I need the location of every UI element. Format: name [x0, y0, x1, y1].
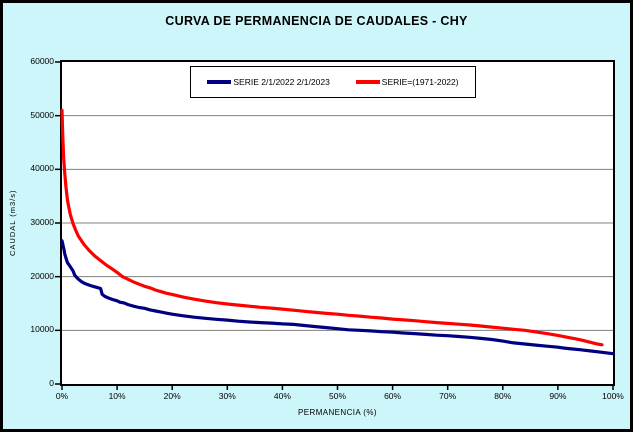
legend-item-serie-historica: SERIE=(1971-2022)	[355, 77, 459, 87]
legend: SERIE 2/1/2022 2/1/2023 SERIE=(1971-2022…	[190, 66, 476, 98]
legend-label: SERIE 2/1/2022 2/1/2023	[233, 77, 330, 87]
legend-item-serie-2022: SERIE 2/1/2022 2/1/2023	[207, 77, 330, 87]
x-axis-title: PERMANENCIA (%)	[298, 408, 377, 417]
x-tick-label: 0%	[55, 391, 69, 401]
legend-line-swatch-blue	[207, 80, 232, 84]
x-tick-label: 50%	[328, 391, 346, 401]
x-tick-label: 70%	[439, 391, 457, 401]
legend-line-swatch-red	[355, 80, 380, 84]
chart-title: CURVA DE PERMANENCIA DE CAUDALES - CHY	[165, 14, 468, 28]
y-tick-label: 50000	[30, 109, 54, 120]
x-tick-label: 90%	[549, 391, 567, 401]
legend-label: SERIE=(1971-2022)	[381, 77, 459, 87]
x-tick-label: 20%	[163, 391, 181, 401]
plot-canvas	[55, 61, 615, 390]
series-line-blue	[60, 239, 615, 356]
plot-area	[55, 60, 615, 390]
y-tick-label: 40000	[30, 163, 54, 174]
y-tick-label: 0	[49, 378, 54, 388]
y-tick-label: 30000	[30, 217, 54, 227]
y-tick-label: 10000	[30, 324, 54, 335]
y-tick-label: 60000	[30, 56, 54, 66]
x-tick-label: 60%	[384, 391, 402, 401]
x-tick-label: 100%	[602, 391, 624, 401]
y-tick-label: 20000	[30, 270, 54, 281]
x-tick-label: 10%	[108, 391, 126, 401]
x-tick-label: 80%	[494, 391, 512, 401]
series-line-red	[60, 108, 604, 347]
x-tick-label: 30%	[218, 391, 236, 401]
x-tick-label: 40%	[273, 391, 291, 401]
y-axis-title: CAUDAL (m3/s)	[8, 189, 17, 257]
